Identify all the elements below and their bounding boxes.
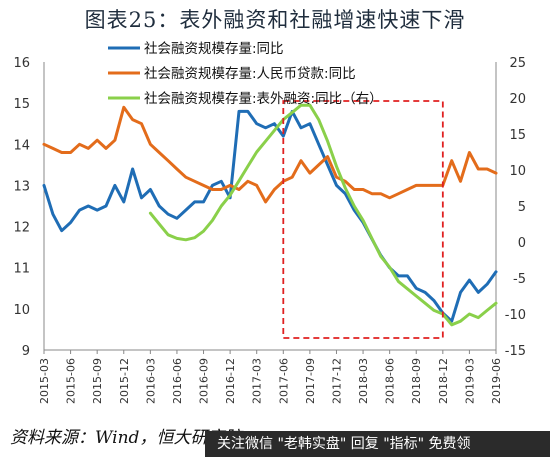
left-tick-label: 16 (13, 56, 30, 71)
source-note: 资料来源：Wind，恒大研究院 (10, 428, 242, 448)
x-tick-label: 2015-12 (118, 358, 131, 404)
left-tick-label: 15 (13, 97, 30, 112)
chart-plot: 9 10 11 12 13 14 15 16 -15 -10 -5 0 5 10 15 20 25 2015-03… (13, 41, 526, 404)
left-tick-label: 14 (13, 138, 30, 153)
legend-label-2: 社会融资规模存量:表外融资:同比（右） (144, 91, 383, 107)
legend-label-0: 社会融资规模存量:同比 (144, 41, 284, 57)
x-tick-label: 2015-06 (65, 358, 78, 404)
right-tick-label: -10 (505, 308, 526, 323)
highlight-box (282, 100, 444, 339)
left-tick-label: 10 (13, 303, 30, 318)
x-tick-label: 2016-12 (224, 358, 237, 404)
right-tick-label: -5 (513, 272, 526, 287)
series-line-0 (42, 109, 498, 323)
x-tick-label: 2016-06 (171, 358, 184, 404)
right-tick-label: 5 (518, 200, 526, 215)
legend-label-1: 社会融资规模存量:人民币贷款:同比 (144, 66, 356, 82)
right-tick-label: 0 (518, 236, 526, 251)
x-tick-label: 2017-06 (277, 358, 290, 404)
x-tick-label: 2018-12 (437, 358, 450, 404)
x-tick-label: 2015-03 (38, 358, 51, 404)
right-tick-label: 10 (509, 164, 526, 179)
legend: 社会融资规模存量:同比社会融资规模存量:人民币贷款:同比社会融资规模存量:表外融… (108, 41, 383, 107)
left-tick-label: 11 (13, 262, 30, 277)
x-tick-label: 2015-09 (91, 358, 104, 404)
chart-title: 图表25：表外融资和社融增速快速下滑 (84, 8, 466, 32)
x-tick-label: 2016-03 (144, 358, 157, 404)
right-tick-label: 20 (509, 92, 526, 107)
x-tick-label: 2017-12 (330, 358, 343, 404)
x-tick-label: 2016-09 (198, 358, 211, 404)
left-tick-label: 13 (13, 179, 30, 194)
right-tick-label: 15 (509, 128, 526, 143)
series-lines (42, 103, 498, 327)
x-tick-label: 2017-09 (304, 358, 317, 404)
x-tick-label: 2019-03 (463, 358, 476, 404)
left-tick-label: 12 (13, 221, 30, 236)
x-tick-label: 2018-09 (410, 358, 423, 404)
axes: 9 10 11 12 13 14 15 16 -15 -10 -5 0 5 10 15 20 25 2015-03… (13, 56, 526, 404)
watermark-banner: 关注微信 "老韩实盘" 回复 "指标" 免费领 (205, 431, 550, 457)
x-tick-label: 2019-06 (490, 358, 503, 404)
left-tick-label: 9 (22, 344, 30, 359)
x-tick-label: 2017-03 (251, 358, 264, 404)
highlight-region (282, 100, 444, 339)
series-line-1 (42, 105, 498, 204)
right-tick-label: -15 (505, 344, 526, 359)
right-tick-label: 25 (509, 56, 526, 71)
x-tick-label: 2018-03 (357, 358, 370, 404)
series-line-2 (148, 103, 498, 327)
x-tick-label: 2018-06 (384, 358, 397, 404)
